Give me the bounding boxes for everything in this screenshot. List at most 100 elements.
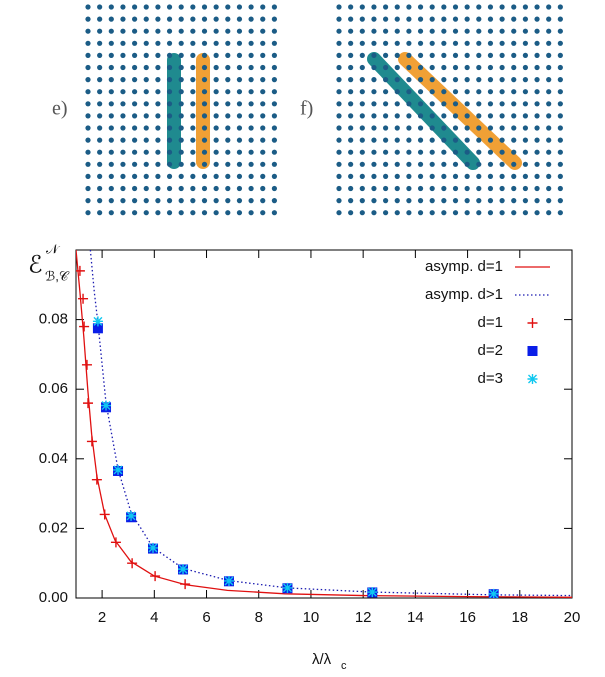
lattice-site — [201, 185, 208, 192]
lattice-site — [155, 149, 161, 155]
lattice-site — [260, 40, 266, 46]
lattice-site — [248, 52, 254, 59]
lattice-site — [452, 101, 459, 107]
lattice-site — [546, 89, 552, 95]
lattice-site — [190, 89, 196, 95]
lattice-site — [546, 161, 552, 167]
lattice-site — [499, 173, 505, 179]
lattice-site — [225, 40, 231, 46]
lattice-site — [97, 4, 103, 10]
lattice-site — [499, 125, 505, 131]
lattice-site — [143, 125, 149, 131]
lattice-site — [511, 125, 517, 131]
lattice-site — [383, 64, 389, 71]
lattice-site — [336, 185, 342, 192]
lattice-site — [248, 89, 254, 95]
lattice-site — [85, 101, 91, 107]
lattice-site — [132, 77, 138, 83]
lattice-site — [452, 28, 459, 34]
lattice-site — [464, 149, 470, 155]
lattice-site — [260, 4, 266, 10]
lattice-site — [348, 198, 354, 204]
lattice-site — [383, 16, 389, 22]
lattice-site — [441, 125, 447, 131]
lattice-site — [383, 149, 389, 155]
lattice-site — [394, 52, 400, 59]
lattice-site — [394, 185, 400, 192]
plus-marker — [180, 579, 191, 590]
lattice-site — [429, 137, 435, 143]
lattice-site — [271, 125, 277, 131]
lattice-site — [225, 125, 231, 131]
lattice-site — [476, 198, 482, 204]
lattice-site — [557, 28, 563, 34]
lattice-site — [452, 89, 459, 95]
x-tick-label: 16 — [459, 609, 476, 626]
lattice-site — [476, 161, 482, 167]
lattice-site — [97, 77, 103, 83]
lattice-site — [522, 52, 529, 59]
lattice-site — [178, 4, 184, 10]
lattice-site — [371, 137, 377, 143]
lattice-site — [260, 64, 266, 71]
lattice-site — [394, 16, 400, 22]
lattice-site — [271, 149, 277, 155]
lattice-site — [108, 113, 114, 119]
lattice-site — [383, 185, 389, 192]
lattice-site — [487, 173, 494, 179]
lattice-site — [534, 161, 540, 167]
lattice-site — [85, 125, 91, 131]
lattice-site — [429, 210, 435, 216]
lattice-site — [271, 40, 277, 46]
lattice-site — [236, 64, 243, 71]
lattice-site — [348, 125, 354, 131]
x-tick-label: 18 — [511, 609, 528, 626]
lattice-site — [511, 113, 517, 119]
lattice-site — [417, 40, 424, 46]
lattice-site — [511, 185, 517, 192]
lattice-site — [190, 161, 196, 167]
lattice-site — [546, 149, 552, 155]
lattice-site — [236, 125, 243, 131]
lattice-site — [132, 125, 138, 131]
lattice-site — [476, 173, 482, 179]
lattice-site — [213, 125, 219, 131]
series-line — [76, 250, 572, 598]
lattice-site — [511, 198, 517, 204]
lattice-site — [201, 173, 208, 179]
lattice-site — [143, 40, 149, 46]
lattice-site — [499, 4, 505, 10]
lattice-site — [476, 40, 482, 46]
lattice-site — [499, 89, 505, 95]
lattice-site — [143, 16, 149, 22]
legend-label: asymp. d>1 — [425, 286, 503, 303]
lattice-site — [406, 52, 412, 59]
lattice-site — [441, 64, 447, 71]
lattice-site — [213, 161, 219, 167]
lattice-site — [336, 113, 342, 119]
lattice-site — [97, 198, 103, 204]
lattice-site — [260, 149, 266, 155]
lattice-site — [394, 198, 400, 204]
lattice-site — [534, 149, 540, 155]
lattice-site — [271, 64, 277, 71]
lattice-site — [248, 40, 254, 46]
lattice-site — [271, 137, 277, 143]
lattice-site — [441, 52, 447, 59]
lattice-site — [557, 137, 563, 143]
lattice-site — [166, 137, 173, 143]
lattice-site — [178, 77, 184, 83]
lattice-site — [108, 4, 114, 10]
lattice-site — [155, 89, 161, 95]
lattice-site — [348, 149, 354, 155]
lattice-site — [429, 52, 435, 59]
lattice-site — [534, 137, 540, 143]
lattice-site — [546, 210, 552, 216]
lattice-site — [359, 77, 365, 83]
lattice-site — [132, 89, 138, 95]
lattice-site — [336, 149, 342, 155]
lattice-site — [201, 149, 208, 155]
lattice-site — [178, 161, 184, 167]
lattice-site — [522, 149, 529, 155]
lattice-site — [534, 28, 540, 34]
